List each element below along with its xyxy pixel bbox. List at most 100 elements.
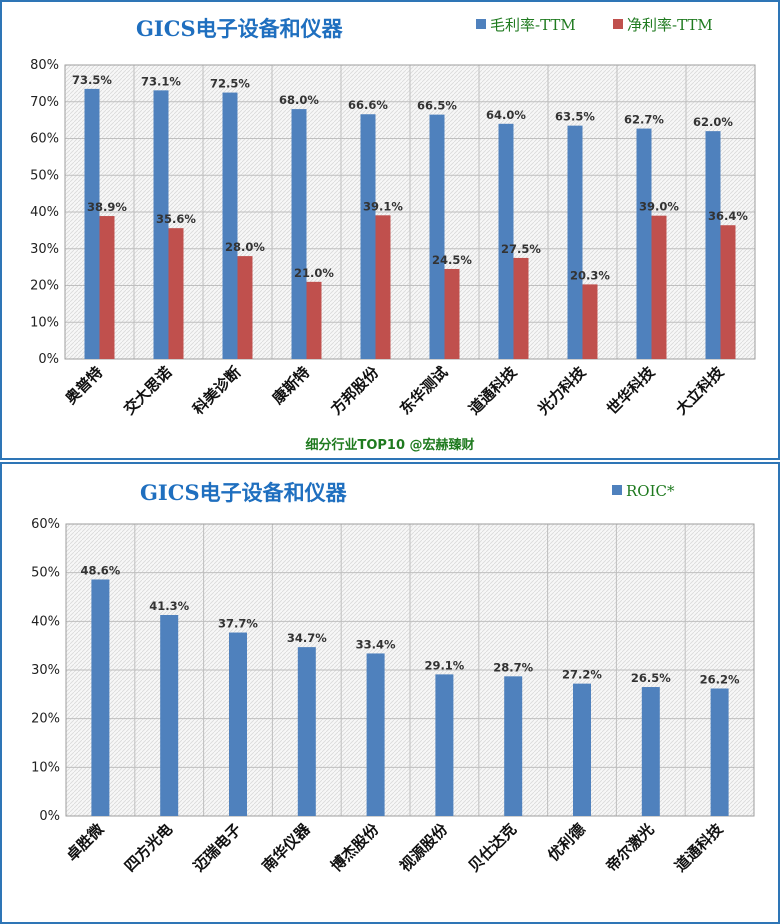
data-label: 37.7% <box>218 617 258 631</box>
y-tick-label: 30% <box>31 663 60 678</box>
x-tick-label: 科美诊断 <box>189 363 244 418</box>
bar <box>651 215 667 359</box>
bar <box>582 284 598 359</box>
data-label: 26.5% <box>631 671 671 685</box>
data-label: 72.5% <box>210 77 250 91</box>
bar <box>444 268 460 359</box>
x-tick-label: 交大思诺 <box>120 363 175 418</box>
bar <box>720 225 736 359</box>
x-tick-label: 博杰股份 <box>327 819 383 875</box>
data-label: 35.6% <box>156 212 196 226</box>
y-tick-label: 20% <box>31 712 60 727</box>
bar <box>375 215 391 359</box>
bar <box>229 632 247 816</box>
data-label: 29.1% <box>424 658 464 672</box>
x-tick-label: 四方光电 <box>121 820 176 875</box>
data-label: 62.0% <box>693 115 733 129</box>
bar <box>573 683 591 816</box>
x-tick-label: 卓胜微 <box>63 819 108 864</box>
legend-label-net-margin: 净利率-TTM <box>627 16 713 34</box>
legend: ROIC* <box>612 482 675 500</box>
legend-label-roic: ROIC* <box>626 482 675 500</box>
data-label: 39.1% <box>363 199 403 213</box>
plot-area: 0% 10% 20% 30% 40% 50% 60% 48.6% 卓胜微 41.3% 四方光电 37.… <box>31 517 755 875</box>
x-tick-label: 视源股份 <box>396 819 452 875</box>
bar <box>705 131 721 359</box>
y-tick-label: 50% <box>31 566 60 581</box>
y-tick-label: 20% <box>30 279 59 294</box>
bar <box>222 92 238 359</box>
x-tick-label: 迈瑞电子 <box>190 820 245 875</box>
data-label: 27.2% <box>562 668 602 682</box>
y-tick-label: 70% <box>30 95 59 110</box>
bar <box>160 615 179 816</box>
data-label: 26.2% <box>700 672 740 686</box>
y-tick-label: 30% <box>30 242 59 257</box>
x-tick-label: 东华测试 <box>396 363 451 418</box>
chart-panel-roic: GICS电子设备和仪器 ROIC* 0% 10% 20% 30% 40% 50% 60% 48… <box>0 462 780 924</box>
data-label: 27.5% <box>501 242 541 256</box>
legend-swatch-net-margin <box>613 19 623 29</box>
y-tick-label: 40% <box>31 614 60 629</box>
y-tick-label: 40% <box>30 205 59 220</box>
bar <box>710 688 729 816</box>
bar <box>366 653 385 816</box>
margin-bar-chart: GICS电子设备和仪器 毛利率-TTM 净利率-TTM 0% 10% 20% 30% 4… <box>30 16 756 453</box>
y-tick-label: 60% <box>30 132 59 147</box>
x-tick-label: 道通科技 <box>671 819 727 875</box>
x-tick-label: 光力科技 <box>533 362 590 419</box>
x-tick-label: 世华科技 <box>603 362 659 418</box>
x-tick-label: 贝仕达克 <box>465 820 520 875</box>
data-label: 64.0% <box>486 108 526 122</box>
bar <box>429 114 445 359</box>
data-label: 73.5% <box>72 73 112 87</box>
bar <box>153 90 169 360</box>
data-label: 48.6% <box>80 563 120 577</box>
bar <box>641 687 660 816</box>
y-tick-label: 10% <box>30 315 59 330</box>
x-tick-label: 道通科技 <box>465 362 521 418</box>
data-label: 66.6% <box>348 98 388 112</box>
y-tick-label: 60% <box>31 517 60 532</box>
bar <box>498 123 514 359</box>
x-tick-label: 优利德 <box>544 820 589 865</box>
y-tick-label: 50% <box>30 168 59 183</box>
data-label: 63.5% <box>555 110 595 124</box>
plot-border <box>64 64 756 360</box>
data-label: 33.4% <box>356 637 396 651</box>
legend: 毛利率-TTM 净利率-TTM <box>476 16 713 34</box>
data-label: 36.4% <box>708 209 748 223</box>
data-label: 39.0% <box>639 200 679 214</box>
bar <box>84 88 100 359</box>
plot-border <box>65 523 755 817</box>
data-label: 68.0% <box>279 93 319 107</box>
x-tick-label: 方邦股份 <box>327 362 383 418</box>
x-tick-label: 康斯特 <box>269 363 314 408</box>
legend-label-gross-margin: 毛利率-TTM <box>490 16 576 34</box>
data-label: 41.3% <box>149 599 189 613</box>
y-tick-label: 80% <box>30 58 59 73</box>
bar <box>297 647 316 816</box>
y-tick-label: 0% <box>38 352 59 367</box>
data-label: 20.3% <box>570 268 610 282</box>
chart-title: GICS电子设备和仪器 <box>136 16 344 41</box>
roic-bar-chart: GICS电子设备和仪器 ROIC* 0% 10% 20% 30% 40% 50% 60% 48… <box>31 480 755 875</box>
x-tick-label: 南华仪器 <box>258 819 314 875</box>
bar <box>435 674 454 816</box>
x-tick-label: 大立科技 <box>672 362 728 418</box>
legend-swatch-gross-margin <box>476 19 486 29</box>
y-tick-label: 10% <box>31 760 60 775</box>
bar <box>91 579 110 816</box>
bar <box>360 114 376 360</box>
plot-area: 0% 10% 20% 30% 40% 50% 60% 70% 80% 73.5% 38.9% 奥普特 7… <box>30 58 756 419</box>
data-label: 38.9% <box>87 200 127 214</box>
bar <box>291 109 307 359</box>
data-label: 62.7% <box>624 113 664 127</box>
y-tick-label: 0% <box>39 809 60 824</box>
data-label: 28.7% <box>493 660 533 674</box>
data-label: 24.5% <box>432 253 472 267</box>
bar <box>306 281 322 359</box>
bar <box>168 228 184 359</box>
legend-swatch-roic <box>612 485 622 495</box>
bar <box>567 125 583 359</box>
